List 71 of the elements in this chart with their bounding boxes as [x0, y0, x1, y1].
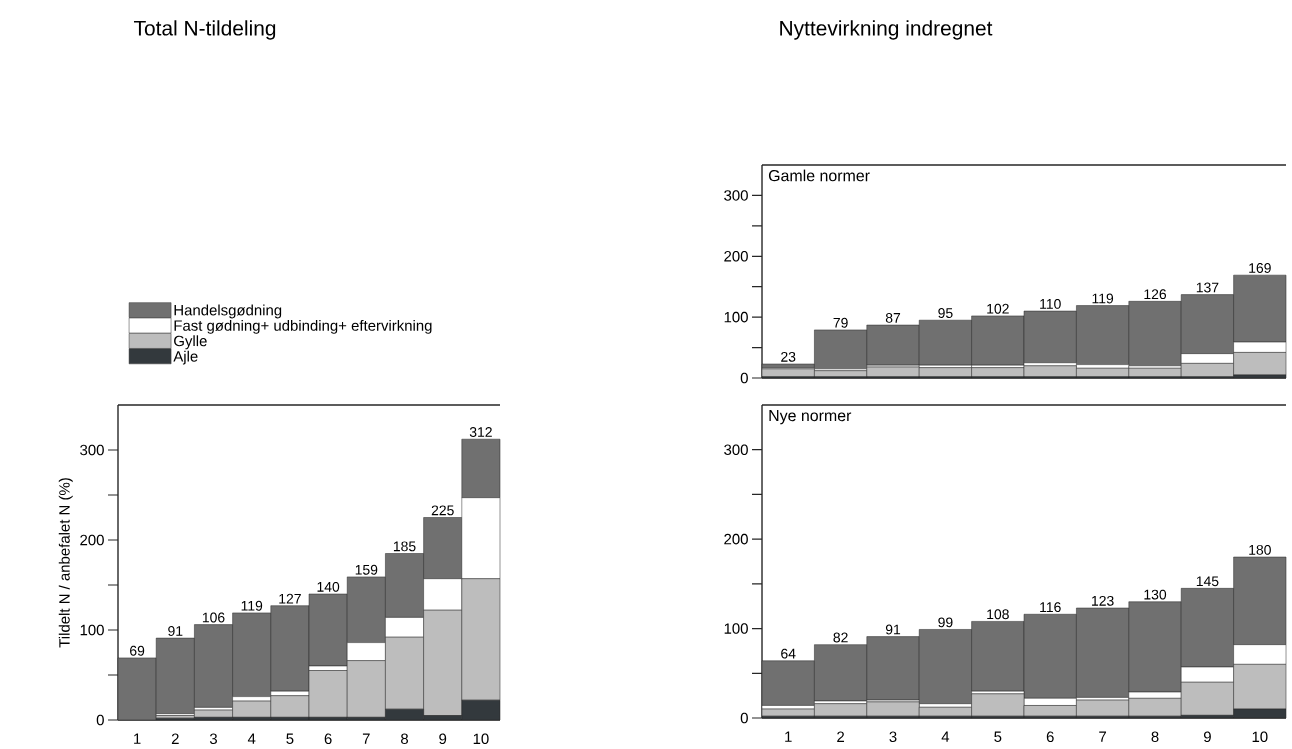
total-label: 119 [241, 600, 263, 611]
y-tick-label: 300 [724, 444, 748, 455]
x-tick-label: 2 [171, 733, 179, 744]
legend-label: Gylle [174, 335, 207, 350]
y-tick-label: 200 [80, 534, 104, 546]
x-tick-label: 1 [785, 731, 792, 742]
total-label: 159 [355, 564, 378, 575]
total-label: 91 [168, 626, 183, 636]
y-tick-label: 0 [740, 372, 748, 384]
y-tick-label: 200 [724, 250, 748, 262]
chart-title: Nyttevirkning indregnet [780, 20, 993, 40]
x-tick-label: 7 [1099, 731, 1107, 742]
total-label: 180 [1249, 544, 1271, 555]
total-label: 102 [987, 303, 1009, 314]
chart-title: Total N-tildeling [133, 20, 276, 40]
x-tick-label: 6 [1046, 731, 1054, 743]
x-tick-label: 7 [362, 733, 370, 744]
x-tick-label: 10 [473, 733, 489, 745]
x-tick-label: 2 [837, 731, 845, 742]
legend-label: Handelsgødning [174, 304, 282, 319]
x-tick-label: 5 [286, 733, 294, 744]
total-label: 99 [938, 617, 953, 628]
y-tick-label: 300 [724, 190, 748, 201]
x-tick-label: 4 [941, 731, 950, 742]
total-label: 169 [1249, 263, 1271, 273]
total-label: 119 [1092, 293, 1114, 304]
legend-label: Ajle [173, 350, 198, 365]
y-tick-label: 0 [96, 714, 104, 726]
x-tick-label: 1 [134, 733, 141, 744]
x-tick-label: 6 [324, 733, 332, 745]
x-tick-label: 5 [994, 731, 1002, 742]
total-label: 126 [1144, 289, 1167, 300]
y-tick-label: 200 [724, 533, 748, 545]
total-label: 185 [393, 541, 416, 552]
total-label: 312 [469, 427, 492, 437]
total-label: 225 [431, 505, 454, 516]
total-label: 137 [1196, 282, 1219, 293]
total-label: 23 [781, 351, 796, 362]
total-label: 64 [781, 648, 796, 659]
total-label: 82 [833, 632, 848, 643]
total-label: 108 [987, 609, 1009, 620]
legend-label: Fast gødning+ udbinding+ eftervirkning [174, 319, 432, 334]
total-label: 123 [1092, 595, 1114, 606]
total-label: 95 [938, 308, 953, 318]
y-tick-label: 0 [740, 712, 748, 724]
total-label: 91 [885, 624, 901, 635]
x-tick-label: 4 [247, 733, 256, 744]
y-tick-label: 100 [724, 311, 748, 323]
y-tick-label: 300 [80, 444, 104, 456]
x-tick-label: 10 [1252, 731, 1268, 743]
total-label: 110 [1040, 298, 1061, 309]
y-tick-label: 100 [724, 623, 748, 634]
chart-subtitle: Gamle normer [768, 169, 870, 182]
x-tick-label: 9 [1203, 731, 1211, 743]
x-tick-label: 9 [439, 733, 447, 745]
x-tick-label: 3 [889, 731, 897, 743]
chart-subtitle: Nye normer [769, 410, 852, 425]
x-tick-label: 3 [209, 733, 217, 745]
total-label: 145 [1196, 576, 1219, 587]
x-tick-label: 8 [401, 733, 409, 745]
total-label: 69 [130, 645, 145, 656]
total-label: 87 [885, 312, 901, 323]
y-tick-label: 100 [80, 624, 104, 636]
total-label: 127 [279, 593, 301, 604]
total-label: 106 [202, 612, 225, 623]
y-axis-title: Tildelt N / anbefalet N (%) [58, 478, 73, 648]
x-tick-label: 8 [1151, 731, 1159, 743]
total-label: 79 [833, 317, 848, 328]
total-label: 140 [317, 581, 340, 592]
total-label: 116 [1040, 602, 1061, 613]
total-label: 130 [1144, 589, 1167, 600]
